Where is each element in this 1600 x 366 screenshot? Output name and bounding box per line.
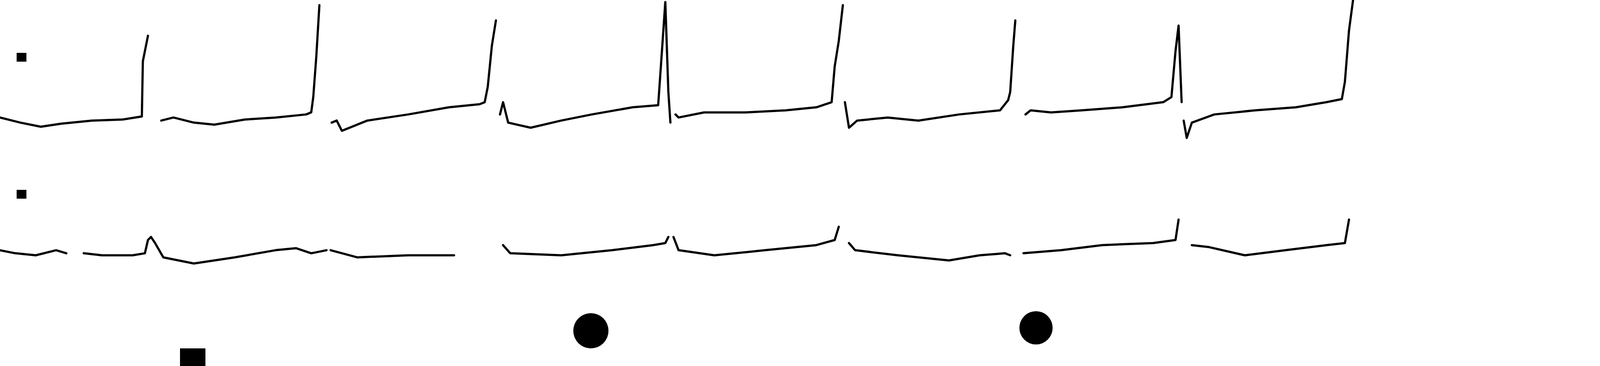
trace-group	[0, 219, 1350, 264]
dot-mark	[573, 313, 609, 349]
calibration-mark	[16, 189, 27, 199]
ecg-strip	[0, 0, 1600, 366]
ecg-trace	[0, 0, 1353, 138]
calibration-mark	[16, 52, 27, 62]
trace-group	[0, 0, 1353, 138]
ecg-trace	[0, 219, 1350, 264]
scan-marks	[16, 52, 1053, 366]
dot-mark	[1019, 311, 1053, 345]
square-mark	[180, 348, 206, 366]
